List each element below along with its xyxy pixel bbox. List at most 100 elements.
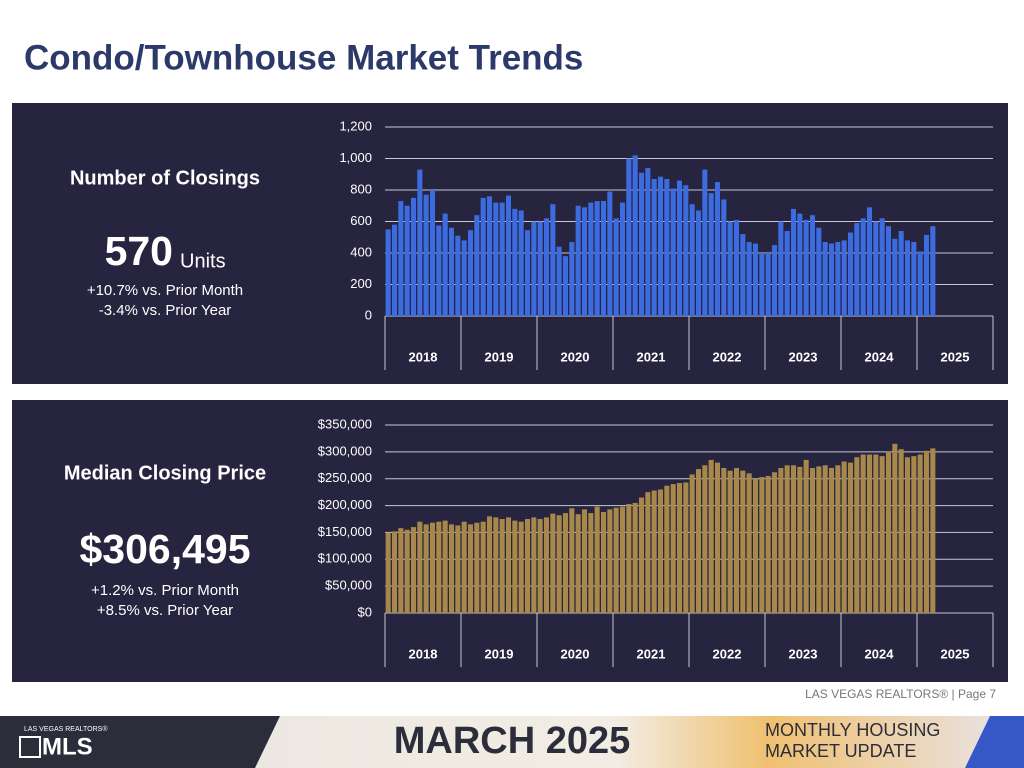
bar — [917, 251, 923, 316]
bar — [816, 466, 822, 613]
bar — [702, 465, 708, 613]
bar — [524, 519, 531, 613]
banner-line: MONTHLY HOUSING — [765, 720, 940, 740]
x-group-label: 2024 — [865, 646, 895, 661]
logo-top: LAS VEGAS REALTORS® — [24, 725, 108, 733]
bar — [480, 197, 486, 316]
bar — [404, 529, 410, 613]
bar — [632, 502, 638, 613]
bar — [759, 253, 765, 316]
bar — [898, 230, 904, 316]
bar — [499, 519, 505, 613]
bar — [727, 470, 733, 613]
banner-right — [965, 716, 1024, 768]
bar — [828, 467, 835, 613]
bar — [613, 218, 619, 316]
bar — [885, 451, 892, 613]
bar — [467, 230, 474, 316]
bar — [651, 490, 657, 613]
bar — [664, 178, 670, 316]
y-tick-label: 400 — [350, 244, 372, 259]
bar — [860, 218, 866, 316]
y-tick-label: $100,000 — [318, 551, 372, 566]
bar — [531, 221, 537, 316]
bar — [683, 482, 689, 613]
bar — [797, 213, 803, 316]
bar — [581, 509, 588, 613]
bar — [790, 208, 797, 316]
bar — [588, 202, 594, 316]
bar — [404, 205, 410, 316]
bar — [581, 207, 588, 316]
bar — [885, 226, 892, 316]
bar — [410, 197, 417, 316]
bar — [765, 476, 771, 613]
bar — [923, 450, 930, 613]
y-tick-label: 800 — [350, 181, 372, 196]
bar — [486, 516, 493, 613]
bar — [486, 196, 493, 316]
bar — [809, 215, 816, 316]
bar — [556, 246, 562, 316]
x-group-label: 2025 — [941, 646, 970, 661]
logo: MLS — [42, 733, 93, 760]
stat-title: Median Closing Price — [64, 462, 266, 484]
bar — [771, 472, 778, 613]
bar — [600, 201, 607, 316]
bar — [676, 180, 683, 316]
bar — [702, 169, 708, 316]
bar — [474, 522, 480, 613]
bar — [879, 218, 885, 316]
bar — [436, 225, 442, 316]
bar — [626, 503, 632, 613]
stat-value: 570 — [105, 228, 173, 274]
bar — [562, 256, 569, 316]
bar — [841, 240, 847, 316]
x-group-label: 2023 — [789, 646, 818, 661]
bar — [398, 201, 404, 316]
bar — [423, 524, 429, 613]
footer: LAS VEGAS REALTORS® | Page 7 — [805, 687, 996, 701]
bar — [575, 205, 581, 316]
banner-line: MARKET UPDATE — [765, 741, 916, 761]
bar — [841, 461, 847, 613]
bar — [752, 478, 759, 613]
bar — [600, 512, 607, 613]
x-group-label: 2025 — [941, 349, 970, 364]
bar — [930, 226, 936, 316]
bar — [455, 525, 461, 613]
bar — [866, 454, 873, 613]
bar — [645, 492, 651, 613]
x-group-label: 2022 — [713, 646, 742, 661]
bar — [892, 443, 898, 613]
stat-note: +1.2% vs. Prior Month — [91, 582, 239, 599]
bar — [809, 467, 816, 613]
bar — [765, 253, 771, 316]
bar — [575, 514, 581, 613]
bar — [689, 204, 695, 316]
bar — [866, 207, 873, 316]
y-tick-label: 600 — [350, 213, 372, 228]
bar — [695, 469, 702, 613]
bar — [759, 477, 765, 613]
bar — [803, 219, 809, 316]
bar — [714, 182, 721, 316]
bar — [588, 513, 594, 613]
bar — [828, 243, 835, 316]
bar — [708, 193, 714, 316]
y-tick-label: 1,200 — [339, 118, 372, 133]
y-tick-label: 1,000 — [339, 150, 372, 165]
bar — [752, 243, 759, 316]
bar — [505, 517, 512, 613]
bar — [879, 456, 885, 613]
bar — [683, 185, 689, 316]
y-tick-label: $200,000 — [318, 497, 372, 512]
bar — [632, 155, 638, 316]
x-group-label: 2018 — [409, 646, 438, 661]
y-tick-label: $150,000 — [318, 524, 372, 539]
x-group-label: 2021 — [637, 646, 666, 661]
stat-value: $306,495 — [79, 526, 250, 572]
bar — [423, 194, 429, 316]
bar — [448, 524, 455, 613]
bar — [626, 158, 632, 316]
